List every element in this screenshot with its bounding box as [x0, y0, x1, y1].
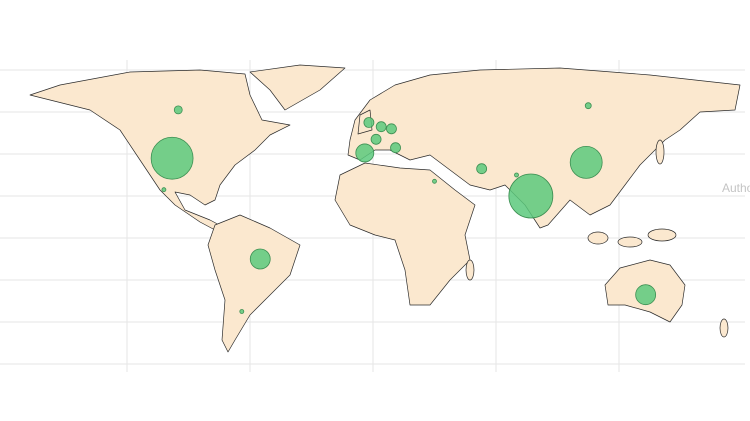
bubble — [476, 163, 488, 175]
bubble — [249, 248, 271, 270]
markers — [150, 102, 657, 314]
bubble — [161, 187, 167, 193]
bubble — [239, 309, 245, 314]
bubble — [150, 136, 194, 180]
bubble — [432, 178, 437, 184]
bubble — [375, 121, 387, 133]
bubble — [386, 123, 397, 135]
bubble — [508, 173, 554, 219]
bubble — [584, 102, 592, 110]
annotation: Autho — [722, 181, 750, 195]
bubble — [635, 284, 657, 306]
land — [29, 64, 741, 353]
bubble — [355, 143, 375, 163]
bubble — [569, 145, 603, 179]
bubble — [173, 105, 183, 115]
bubble — [370, 133, 382, 145]
bubble — [363, 117, 375, 128]
bubble — [390, 142, 401, 154]
bubble — [514, 172, 519, 178]
